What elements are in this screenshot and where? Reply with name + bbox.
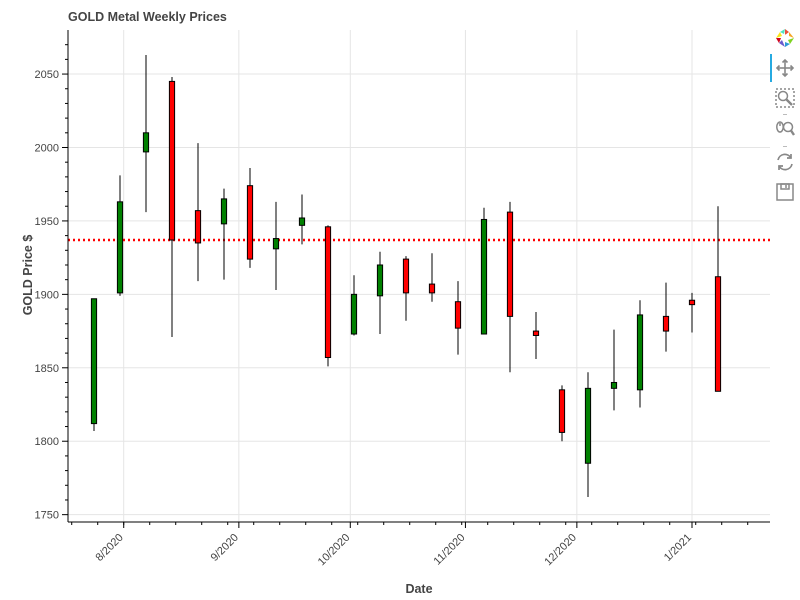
bokeh-logo-icon[interactable]: [773, 26, 797, 50]
x-tick-label: 9/2020: [209, 532, 241, 564]
candle-body-down: [714, 276, 722, 392]
x-tick-label: 8/2020: [94, 532, 126, 564]
x-tick-label: 12/2020: [542, 532, 579, 569]
y-tick-label: 1850: [35, 363, 59, 375]
candle-body-down: [194, 210, 202, 244]
candle-body-down: [246, 185, 254, 260]
candle-body-up: [480, 218, 488, 335]
box-zoom-tool-icon[interactable]: [773, 86, 797, 110]
axes: 1750 1800 1850 1900 1950 2000 2050 8/2020 9/2020…: [35, 30, 770, 568]
candle-body-down: [428, 283, 436, 294]
candle-body-down: [688, 299, 696, 306]
save-tool-icon[interactable]: [773, 180, 797, 204]
chart-title: GOLD Metal Weekly Prices: [68, 10, 227, 24]
x-tick-label: 11/2020: [432, 532, 468, 568]
y-tick-label: 1750: [35, 510, 59, 522]
candle-body-down: [506, 211, 514, 317]
y-tick-label: 2050: [35, 69, 59, 81]
x-tick-label: 10/2020: [316, 532, 353, 569]
x-tick-label: 1/2021: [662, 532, 694, 564]
candle-body-layer: [90, 80, 722, 464]
toolbar-separator: [783, 114, 787, 115]
candle-body-up: [376, 264, 384, 297]
candle-body-down: [168, 80, 176, 241]
candle-body-up: [298, 217, 306, 226]
active-tool-indicator: [770, 54, 772, 82]
candle-body-down: [532, 330, 540, 336]
y-tick-label: 1800: [35, 436, 59, 448]
candle-body-down: [324, 226, 332, 359]
candle-body-up: [90, 298, 98, 425]
wheel-zoom-tool-icon[interactable]: [773, 118, 797, 142]
candle-body-up: [636, 314, 644, 391]
y-tick-label: 2000: [35, 142, 59, 154]
candle-body-up: [142, 132, 150, 153]
candle-body-down: [402, 258, 410, 294]
candle-body-up: [584, 387, 592, 464]
candle-body-up: [350, 293, 358, 335]
toolbar-separator: [783, 146, 787, 147]
candle-body-up: [116, 201, 124, 294]
y-tick-label: 1900: [35, 289, 59, 301]
pan-tool-icon[interactable]: [773, 56, 797, 80]
x-axis-title: Date: [405, 582, 432, 596]
candle-body-up: [220, 198, 228, 225]
reset-tool-icon[interactable]: [773, 150, 797, 174]
candle-body-down: [558, 389, 566, 433]
candle-body-up: [610, 381, 618, 389]
y-tick-label: 1950: [35, 216, 59, 228]
y-axis-title: GOLD Price $: [21, 235, 35, 316]
candle-body-up: [272, 238, 280, 250]
candle-body-down: [454, 301, 462, 329]
candle-body-down: [662, 315, 670, 332]
grid: [68, 30, 770, 522]
